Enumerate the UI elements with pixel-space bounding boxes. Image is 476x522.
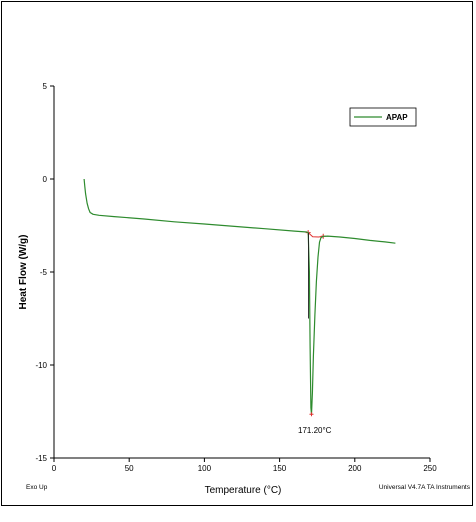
legend-label: APAP <box>386 113 408 122</box>
x-tick-label: 250 <box>423 464 437 473</box>
x-axis-label: Temperature (°C) <box>205 485 282 496</box>
instrument-label: Universal V4.7A TA Instruments <box>379 484 471 491</box>
chart-frame <box>1 1 473 506</box>
series-line-apap <box>83 178 396 415</box>
x-tick-label: 50 <box>125 464 134 473</box>
legend: APAP <box>349 107 417 127</box>
y-tick-label: -15 <box>35 454 47 463</box>
y-axis-label: Heat Flow (W/g) <box>18 235 29 310</box>
series-layer <box>83 178 396 417</box>
peak-marker <box>309 412 314 417</box>
x-tick-label: 150 <box>273 464 287 473</box>
y-tick-label: -10 <box>35 361 47 370</box>
legend-box <box>349 107 417 127</box>
x-tick-label: 0 <box>52 464 57 473</box>
y-ticks: 5 0 -5 -10 -15 <box>35 82 54 463</box>
x-tick-label: 200 <box>348 464 362 473</box>
exo-up-label: Exo Up <box>26 484 48 491</box>
x-tick-label: 100 <box>198 464 212 473</box>
y-tick-label: -5 <box>40 268 48 277</box>
peak-annotation: 171.20°C <box>298 426 332 435</box>
x-ticks: 0 50 100 150 200 250 <box>52 458 437 473</box>
y-tick-label: 5 <box>43 82 48 91</box>
y-tick-label: 0 <box>43 175 48 184</box>
